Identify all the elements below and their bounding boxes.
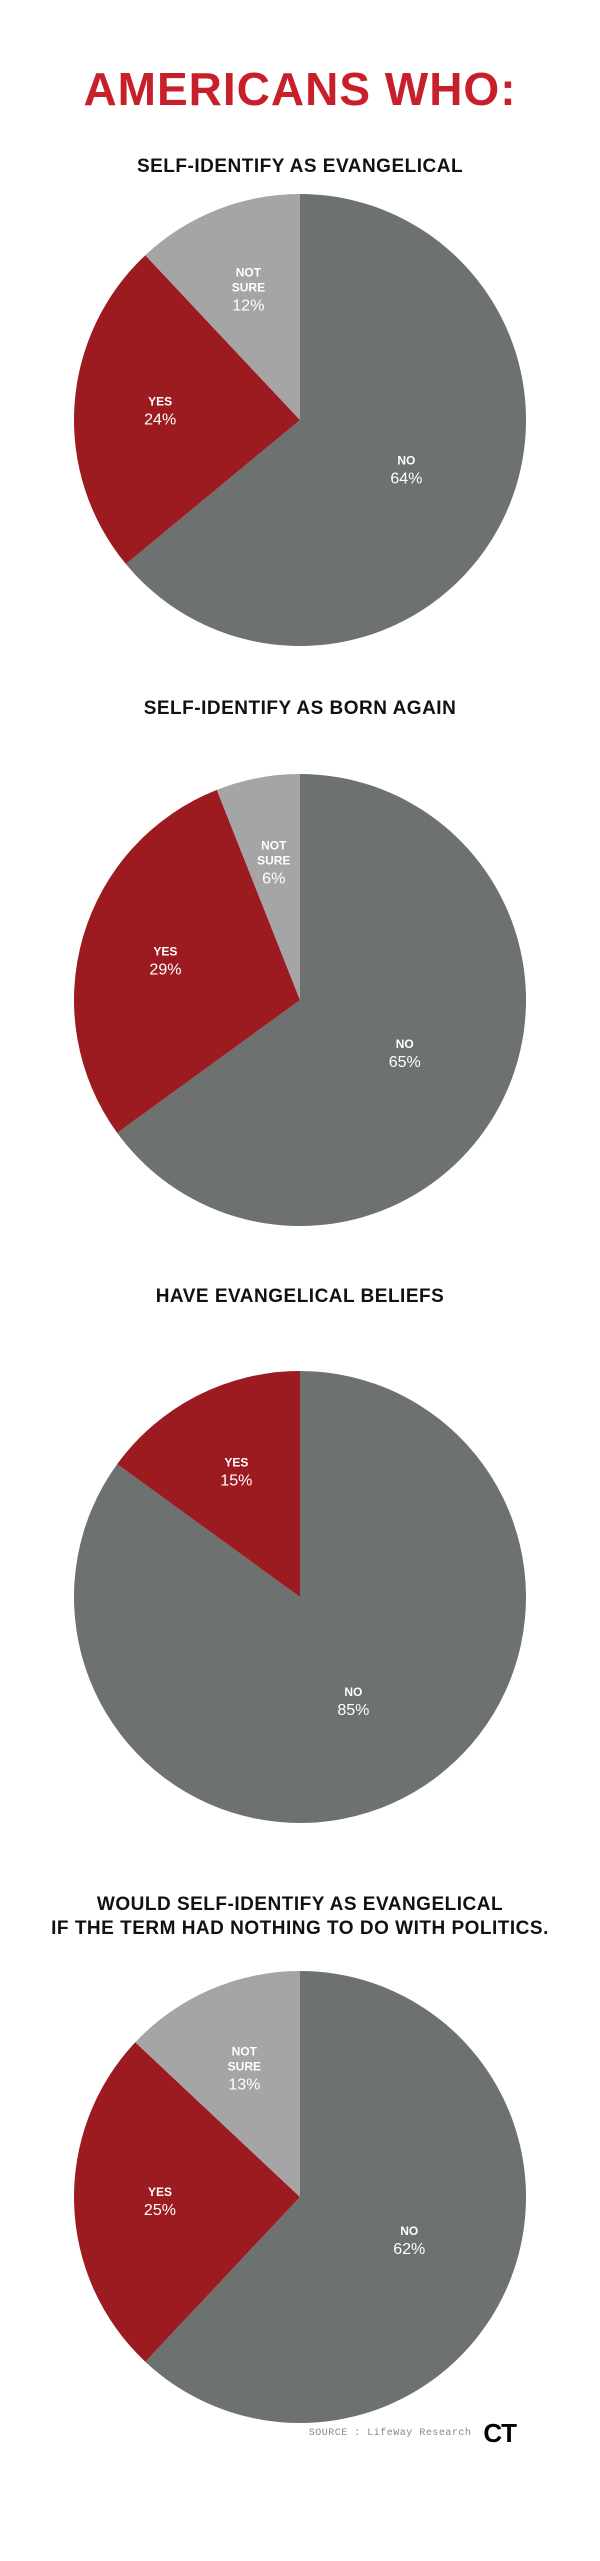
slice-category-text: YES xyxy=(153,944,177,958)
slice-category-text: NOT xyxy=(236,266,262,280)
pie-slice-no xyxy=(145,1971,526,2423)
slice-category-text: NO xyxy=(400,2224,418,2238)
source-credit: SOURCE : LifeWay Research xyxy=(308,2428,472,2439)
slice-label-not-sure: NOT SURE 13% xyxy=(228,2044,261,2093)
pie-slice-yes xyxy=(74,255,300,565)
slice-percent-text: 12% xyxy=(232,298,264,315)
slice-label-yes: YES 24% xyxy=(144,395,176,429)
slice-label-not-sure: NOT SURE 6% xyxy=(257,838,290,887)
slice-label-no: NO 85% xyxy=(337,1685,369,1719)
pie-slice-not-sure xyxy=(135,1971,300,2197)
chart-2-title-line: SELF-IDENTIFY AS BORN AGAIN xyxy=(143,698,457,719)
slice-percent-text: 62% xyxy=(393,2241,425,2258)
chart-2-title: SELF-IDENTIFY AS BORN AGAIN xyxy=(0,697,600,721)
slice-category-text: SURE xyxy=(232,281,265,295)
slice-category-text: SURE xyxy=(257,853,290,867)
slice-label-not-sure: NOT SURE 12% xyxy=(232,266,265,315)
slice-percent-text: 29% xyxy=(149,961,181,978)
slice-percent-text: 25% xyxy=(144,2202,176,2219)
pie-slice-not-sure xyxy=(216,774,300,1000)
slice-label-no: NO 62% xyxy=(393,2224,425,2258)
pie-chart-evangelical-beliefs: NO 85% YES 15% xyxy=(73,1371,527,1823)
slice-category-text: YES xyxy=(148,395,172,409)
slice-percent-text: 15% xyxy=(220,1473,252,1490)
pie-slice-yes xyxy=(117,1371,300,1597)
chart-1-title-line: SELF-IDENTIFY AS EVANGELICAL xyxy=(136,156,464,177)
pie-slice-no xyxy=(117,774,526,1226)
chart-4-title-line-1: WOULD SELF-IDENTIFY AS EVANGELICAL xyxy=(96,1894,504,1915)
chart-3-title: HAVE EVANGELICAL BELIEFS xyxy=(0,1285,600,1309)
pie-chart-self-identify-evangelical: NO 64% YES 24% NOT SURE 12% xyxy=(74,194,526,646)
pie-slice-yes xyxy=(74,789,300,1133)
pie-chart-self-identify-born-again: NO 65% YES 29% NOT SURE 6% xyxy=(74,774,526,1226)
slice-label-no: NO 65% xyxy=(389,1037,421,1071)
slice-label-yes: YES 15% xyxy=(220,1456,252,1490)
pie-slice-yes xyxy=(73,2042,300,2362)
page-title: AMERICANS WHO: xyxy=(83,63,517,115)
footer: SOURCE : LifeWay Research CT xyxy=(308,2418,517,2449)
slice-percent-text: 85% xyxy=(337,1702,369,1719)
slice-category-text: YES xyxy=(224,1456,248,1470)
slice-label-no: NO 64% xyxy=(390,454,422,488)
slice-percent-text: 13% xyxy=(228,2076,260,2093)
slice-category-text: SURE xyxy=(228,2059,261,2073)
pie-slice-not-sure xyxy=(145,194,300,420)
ct-logo: CT xyxy=(483,2418,517,2448)
slice-category-text: NO xyxy=(344,1685,362,1699)
slice-category-text: NO xyxy=(397,454,415,468)
slice-percent-text: 64% xyxy=(390,471,422,488)
pie-chart-evangelical-without-politics: NO 62% YES 25% NOT SURE 13% xyxy=(73,1971,526,2423)
pie-slice-no xyxy=(125,194,526,646)
slice-label-yes: YES 25% xyxy=(144,2185,176,2219)
slice-label-yes: YES 29% xyxy=(149,944,181,978)
chart-1-title: SELF-IDENTIFY AS EVANGELICAL xyxy=(0,155,600,179)
slice-category-text: NOT xyxy=(232,2044,258,2058)
chart-4-title-line-2: IF THE TERM HAD NOTHING TO DO WITH POLIT… xyxy=(51,1918,549,1939)
chart-4-title: WOULD SELF-IDENTIFY AS EVANGELICAL IF TH… xyxy=(0,1893,600,1941)
slice-percent-text: 24% xyxy=(144,412,176,429)
slice-percent-text: 6% xyxy=(262,870,285,887)
chart-3-title-line: HAVE EVANGELICAL BELIEFS xyxy=(155,1286,445,1307)
slice-percent-text: 65% xyxy=(389,1054,421,1071)
slice-category-text: NOT xyxy=(261,838,287,852)
slice-category-text: YES xyxy=(148,2185,172,2199)
slice-category-text: NO xyxy=(396,1037,414,1051)
